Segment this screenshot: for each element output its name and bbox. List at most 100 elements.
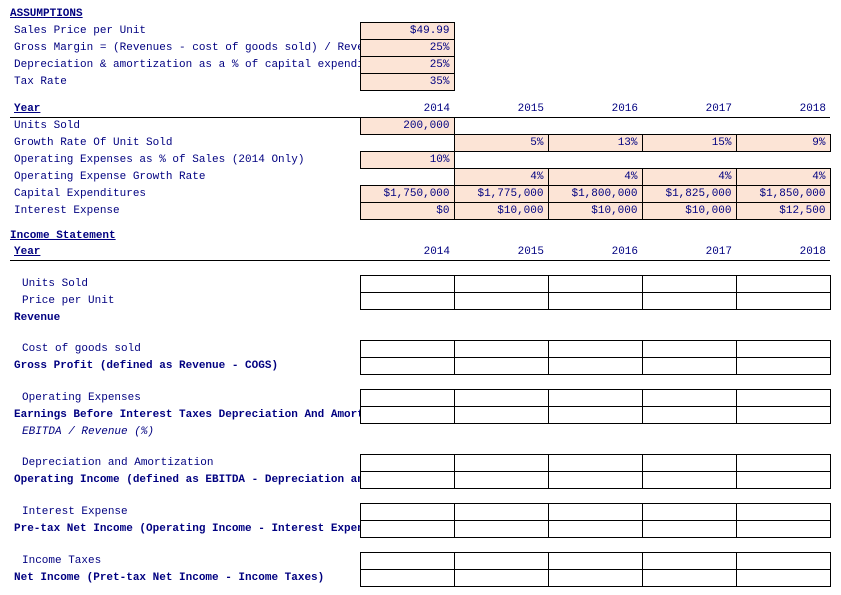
is-taxes-2[interactable] [548,553,642,570]
is-label-ppu: Price per Unit [10,293,360,310]
proj-growth_rate-1[interactable]: 5% [454,135,548,152]
assumptions-table: Sales Price per Unit $49.99 Gross Margin… [10,22,830,91]
is-gross_profit-3[interactable] [642,358,736,375]
is-opex-0[interactable] [360,390,454,407]
is-ppu-4[interactable] [736,293,830,310]
is-da-0[interactable] [360,455,454,472]
is-units_sold-4[interactable] [736,276,830,293]
is-opex-3[interactable] [642,390,736,407]
is-units_sold-3[interactable] [642,276,736,293]
proj-interest-1[interactable]: $10,000 [454,203,548,220]
proj-capex-3[interactable]: $1,825,000 [642,186,736,203]
is-gross_profit-0[interactable] [360,358,454,375]
is-opex-1[interactable] [454,390,548,407]
is-ppu-3[interactable] [642,293,736,310]
is-units_sold-0[interactable] [360,276,454,293]
is-units_sold-1[interactable] [454,276,548,293]
is-pretax-2[interactable] [548,521,642,538]
is-int_exp-1[interactable] [454,504,548,521]
proj-capex-0[interactable]: $1,750,000 [360,186,454,203]
is-ppu-2[interactable] [548,293,642,310]
is-label-taxes: Income Taxes [10,553,360,570]
is-ebitda-0[interactable] [360,407,454,424]
is-pretax-0[interactable] [360,521,454,538]
is-net_income-0[interactable] [360,570,454,587]
is-units_sold-2[interactable] [548,276,642,293]
is-year-0: 2014 [360,244,454,261]
is-ebitda-2[interactable] [548,407,642,424]
is-pretax-4[interactable] [736,521,830,538]
is-gross_profit-1[interactable] [454,358,548,375]
is-opex-2[interactable] [548,390,642,407]
is-int_exp-3[interactable] [642,504,736,521]
is-taxes-1[interactable] [454,553,548,570]
is-year-row: Year 2014 2015 2016 2017 2018 [10,244,830,261]
is-gross_profit-4[interactable] [736,358,830,375]
proj-units_sold-0[interactable]: 200,000 [360,118,454,135]
is-ebitda-1[interactable] [454,407,548,424]
is-taxes-4[interactable] [736,553,830,570]
is-net_income-4[interactable] [736,570,830,587]
is-ebitda-4[interactable] [736,407,830,424]
is-da-2[interactable] [548,455,642,472]
spacer-row [10,440,830,455]
proj-capex-2[interactable]: $1,800,000 [548,186,642,203]
assump-value-1[interactable]: 25% [360,40,454,57]
is-op_income-4[interactable] [736,472,830,489]
proj-opex_growth-3[interactable]: 4% [642,169,736,186]
proj-opex_growth-0 [360,169,454,186]
proj-growth_rate-3[interactable]: 15% [642,135,736,152]
is-da-4[interactable] [736,455,830,472]
proj-growth_rate-4[interactable]: 9% [736,135,830,152]
proj-capex-4[interactable]: $1,850,000 [736,186,830,203]
proj-interest-3[interactable]: $10,000 [642,203,736,220]
is-gross_profit-2[interactable] [548,358,642,375]
proj-opex_growth-4[interactable]: 4% [736,169,830,186]
is-cogs-2[interactable] [548,341,642,358]
is-op_income-0[interactable] [360,472,454,489]
is-ebitda-3[interactable] [642,407,736,424]
proj-capex-1[interactable]: $1,775,000 [454,186,548,203]
assump-value-3[interactable]: 35% [360,74,454,91]
is-taxes-0[interactable] [360,553,454,570]
proj-opex_growth-1[interactable]: 4% [454,169,548,186]
assump-value-2[interactable]: 25% [360,57,454,74]
is-cogs-0[interactable] [360,341,454,358]
proj-growth_rate-2[interactable]: 13% [548,135,642,152]
is-cogs-4[interactable] [736,341,830,358]
is-da-1[interactable] [454,455,548,472]
is-cogs-1[interactable] [454,341,548,358]
is-revenue-1 [454,310,548,327]
is-da-3[interactable] [642,455,736,472]
proj-opex_pct-3 [642,152,736,169]
proj-interest-2[interactable]: $10,000 [548,203,642,220]
is-op_income-2[interactable] [548,472,642,489]
is-pretax-3[interactable] [642,521,736,538]
proj-year-0: 2014 [360,101,454,118]
is-cogs-3[interactable] [642,341,736,358]
is-ppu-1[interactable] [454,293,548,310]
is-opex-4[interactable] [736,390,830,407]
is-op_income-3[interactable] [642,472,736,489]
is-int_exp-4[interactable] [736,504,830,521]
is-label-gross_profit: Gross Profit (defined as Revenue - COGS) [10,358,360,375]
is-int_exp-0[interactable] [360,504,454,521]
is-ebitda_rev-1 [454,424,548,441]
is-ppu-0[interactable] [360,293,454,310]
proj-opex_growth-2[interactable]: 4% [548,169,642,186]
is-label-int_exp: Interest Expense [10,504,360,521]
proj-interest-0[interactable]: $0 [360,203,454,220]
assump-value-0[interactable]: $49.99 [360,23,454,40]
is-op_income-1[interactable] [454,472,548,489]
is-label-cogs: Cost of goods sold [10,341,360,358]
is-int_exp-2[interactable] [548,504,642,521]
is-revenue-0 [360,310,454,327]
is-net_income-1[interactable] [454,570,548,587]
is-net_income-3[interactable] [642,570,736,587]
proj-interest-4[interactable]: $12,500 [736,203,830,220]
proj-opex_pct-0[interactable]: 10% [360,152,454,169]
is-net_income-2[interactable] [548,570,642,587]
is-taxes-3[interactable] [642,553,736,570]
is-pretax-1[interactable] [454,521,548,538]
proj-units_sold-4 [736,118,830,135]
